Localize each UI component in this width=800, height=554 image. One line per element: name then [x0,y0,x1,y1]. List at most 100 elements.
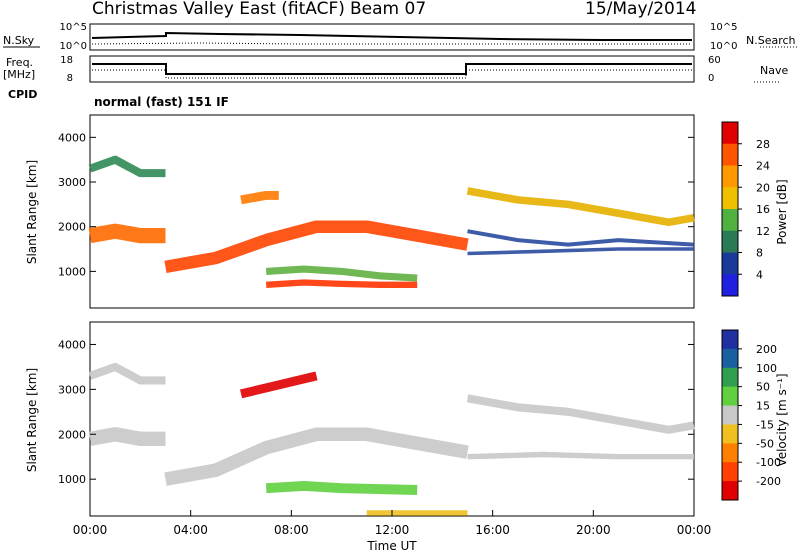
x-axis-label: Time UT [366,539,417,553]
y-tick-label: 1000 [58,265,86,278]
nsky-panel: N.Sky 10^5 10^0 10^5 10^0 N.Search [3,22,797,52]
echo-band-2 [88,223,166,244]
power-colorbar-label: Power [dB] [775,179,789,244]
echo-band-4 [265,480,418,495]
colorbar-segment [722,481,738,501]
colorbar-tick-label: 50 [756,381,770,394]
colorbar-segment [722,424,738,444]
nsky-tick-bottom: 10^0 [60,41,87,52]
colorbar-segment [722,209,738,232]
radar-title: Christmas Valley East (fitACF) [92,0,345,19]
velocity-yaxis: 1000 2000 3000 4000 [58,338,694,486]
colorbar-segment [722,462,738,482]
echo-band-7 [466,187,695,226]
echo-band-6 [466,394,695,434]
nave-label: Nave [760,64,788,77]
x-tick-label: 08:00 [274,523,309,537]
nsky-tick-top: 10^5 [60,22,87,33]
colorbar-segment [722,252,738,275]
echo-band-3 [164,427,469,486]
colorbar-segment [722,230,738,253]
colorbar-tick-label: 12 [756,225,770,238]
y-tick-label: 2000 [58,428,86,441]
colorbar-tick-label: 4 [756,268,763,281]
velocity-data [88,362,695,516]
power-data [88,155,695,288]
freq-frame [89,55,695,83]
colorbar-tick-label: 24 [756,160,770,173]
velocity-colorbar: 200 100 50 15 -15 -50 -100 -200 [721,329,781,501]
echo-band-4 [265,265,418,282]
colorbar-frame [721,329,739,501]
colorbar-segment [722,405,738,425]
power-colorbar: 28 24 20 16 12 8 4 [721,121,770,297]
nsearch-label: N.Search [746,34,796,47]
x-tick-label: 00:00 [677,523,712,537]
colorbar-segment [722,330,738,350]
colorbar-tick-label: -200 [756,475,781,488]
colorbar-segment [722,143,738,166]
colorbar-segment [722,187,738,210]
velocity-ylabel: Slant Range [km] [25,368,39,472]
colorbar-tick-label: -15 [756,418,774,431]
nsearch-trace [91,42,692,45]
echo-band-8 [467,229,695,247]
freq-tick-top: 18 [60,55,73,66]
power-yaxis: 1000 2000 3000 4000 [58,131,694,278]
nave-tick-bottom: 0 [708,73,714,84]
beam-label: Beam 07 [350,0,426,19]
x-tick-label: 00:00 [73,523,108,537]
echo-band-1 [88,155,166,178]
freq-trace [92,63,692,75]
nsearch-tick-top: 10^5 [710,22,737,33]
echo-band-2 [88,427,166,446]
colorbar-segment [722,367,738,388]
colorbar-segment [722,386,738,407]
velocity-colorbar-label: Velocity [m s⁻¹] [775,373,789,466]
freq-unit-label: [MHz] [3,68,35,81]
colorbar-segment [722,165,738,188]
y-tick-label: 4000 [58,338,86,351]
freq-label: Freq. [6,56,33,69]
colorbar-segment [722,443,738,463]
freq-tick-bottom: 8 [67,73,73,84]
nsearch-tick-bottom: 10^0 [710,41,737,52]
nsky-label: N.Sky [3,34,35,47]
echo-band-1 [88,362,166,385]
nsky-trace [91,31,692,41]
echo-band-5 [239,371,318,399]
velocity-panel: 1000 2000 3000 4000 00:00 04:00 08:00 12:00 16:… [25,321,789,537]
colorbar-tick-label: 8 [756,247,763,260]
y-tick-label: 4000 [58,131,86,144]
x-tick-label: 04:00 [173,523,208,537]
colorbar-tick-label: 20 [756,181,770,194]
echo-band-9 [467,247,694,256]
power-ylabel: Slant Range [km] [25,160,39,264]
colorbar-tick-label: 200 [756,343,777,356]
y-tick-label: 3000 [58,383,86,396]
power-panel: 1000 2000 3000 4000 Slant Range [km] 28 24 20… [25,114,789,309]
date-label: 15/May/2014 [585,0,697,19]
colorbar-tick-label: 100 [756,362,777,375]
nave-tick-top: 60 [708,55,721,66]
colorbar-tick-label: -100 [756,456,781,469]
y-tick-label: 1000 [58,473,86,486]
colorbar-tick-label: 15 [756,400,770,413]
colorbar-segment [722,348,738,369]
y-tick-label: 3000 [58,176,86,189]
freq-panel: Freq. [MHz] 18 8 60 0 Nave [3,55,788,84]
colorbar-segment [722,122,738,145]
colorbar-tick-label: -50 [756,437,774,450]
nave-trace [92,69,692,79]
echo-band-6 [240,190,279,205]
cpid-label: CPID [8,88,37,101]
echo-band-5 [266,279,418,288]
y-tick-label: 2000 [58,221,86,234]
echo-band-7 [467,451,694,460]
x-tick-label: 16:00 [475,523,510,537]
colorbar-segment [722,274,738,297]
x-tick-label: 12:00 [375,523,410,537]
cpid-text: normal (fast) 151 IF [94,95,229,109]
colorbar-tick-label: 28 [756,138,770,151]
